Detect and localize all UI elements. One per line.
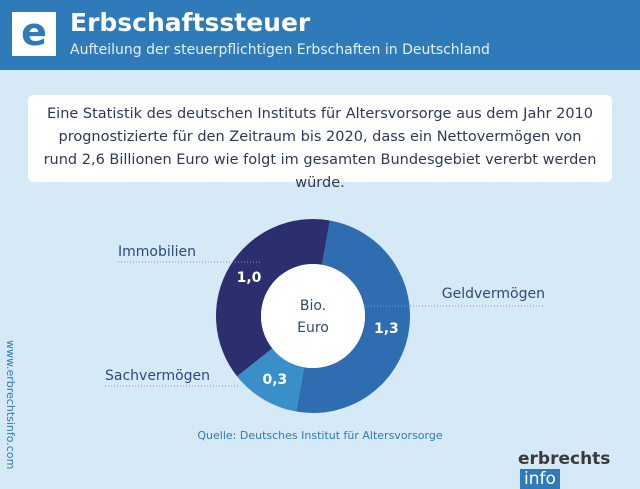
- header: e Erbschaftssteuer Aufteilung der steuer…: [0, 0, 640, 70]
- source: Quelle: Deutsches Institut für Altersvor…: [197, 429, 442, 442]
- slice: [216, 219, 330, 377]
- value-label: 1,0: [237, 270, 262, 286]
- title: Erbschaftssteuer: [70, 8, 311, 37]
- slice: [296, 220, 410, 414]
- donut-hole: [261, 264, 365, 368]
- center-label: Euro: [297, 320, 329, 336]
- logo-tag: info: [520, 469, 560, 489]
- category-label: Immobilien: [118, 244, 196, 260]
- category-label: Geldvermögen: [442, 286, 545, 302]
- logo-icon: e: [12, 12, 56, 56]
- brand-logo: erbrechtsinfo: [518, 449, 640, 489]
- category-label: Sachvermögen: [105, 368, 210, 384]
- value-label: 1,3: [374, 321, 399, 337]
- website: www.erbrechtsinfo.com: [4, 340, 17, 470]
- center-label: Bio.: [300, 298, 326, 314]
- value-label: 0,3: [262, 372, 287, 388]
- logo-main: erbrechts: [518, 449, 611, 469]
- intro-text: Eine Statistik des deutschen Instituts f…: [28, 95, 612, 191]
- slice: [237, 348, 304, 412]
- subtitle: Aufteilung der steuerpflichtigen Erbscha…: [70, 42, 490, 58]
